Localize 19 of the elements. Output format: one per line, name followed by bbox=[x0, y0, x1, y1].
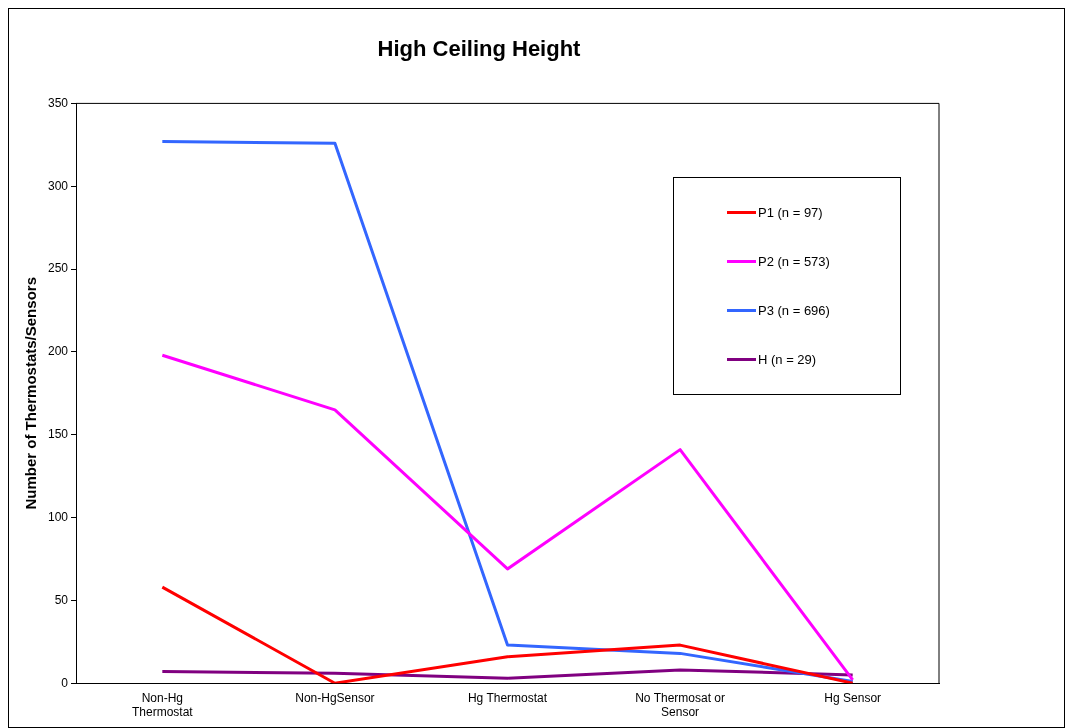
x-tick-label: Non-Hg Thermostat bbox=[131, 690, 194, 720]
x-tick-label: Hg Thermostat bbox=[467, 690, 548, 705]
legend-label: P3 (n = 696) bbox=[758, 303, 830, 318]
x-tick-label: No Thermosat or Sensor bbox=[635, 690, 726, 720]
y-tick-label: 0 bbox=[61, 675, 69, 690]
y-tick-label: 150 bbox=[47, 427, 69, 442]
y-tick-label: 250 bbox=[47, 261, 69, 276]
x-tick-label: Non-HgSensor bbox=[295, 690, 375, 705]
legend-label: H (n = 29) bbox=[758, 352, 817, 367]
legend-label: P1 (n = 97) bbox=[758, 205, 823, 220]
y-tick-label: 50 bbox=[54, 592, 69, 607]
x-tick-label: Hg Sensor bbox=[824, 690, 882, 705]
chart-title: High Ceiling Height bbox=[377, 36, 582, 62]
y-axis-title: Number of Thermostats/Sensors bbox=[22, 277, 40, 510]
y-tick-label: 100 bbox=[47, 509, 69, 524]
legend-label: P2 (n = 573) bbox=[758, 254, 830, 269]
y-tick-label: 200 bbox=[47, 344, 69, 359]
y-tick-label: 300 bbox=[47, 178, 69, 193]
y-tick-label: 350 bbox=[47, 95, 69, 110]
